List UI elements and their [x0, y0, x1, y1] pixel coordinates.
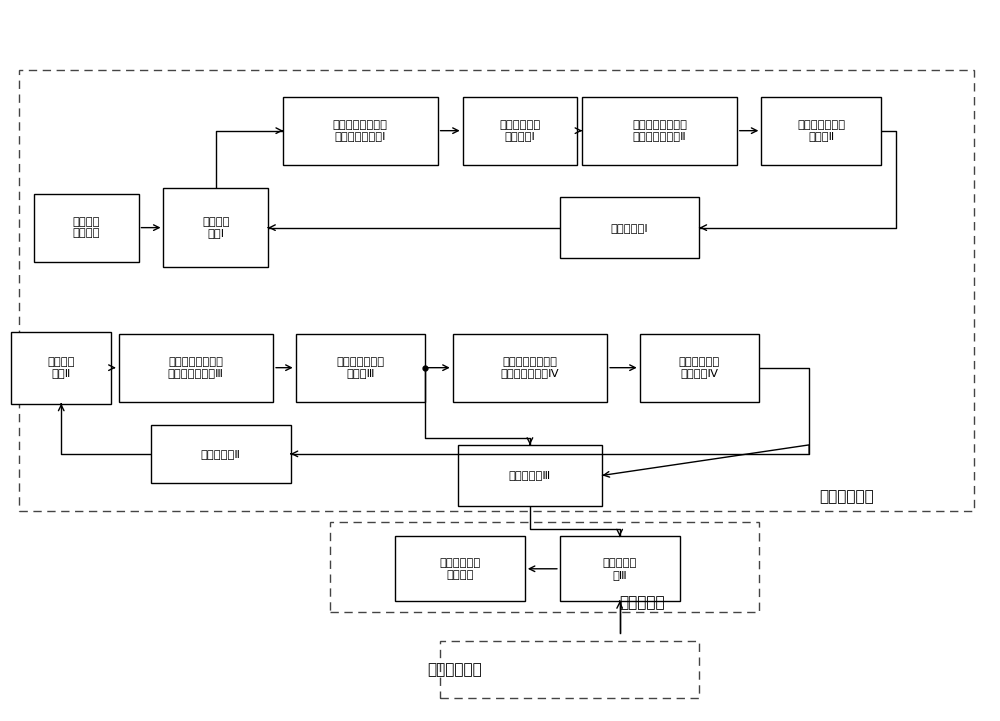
Bar — [283, 97, 438, 165]
Bar — [453, 334, 607, 402]
Bar — [151, 425, 291, 482]
Text: 外部谐波
激励信号: 外部谐波 激励信号 — [72, 217, 100, 239]
Bar — [395, 536, 525, 601]
Text: 电压求和电
路Ⅲ: 电压求和电 路Ⅲ — [602, 558, 637, 580]
Text: 分数阶比例积分等
效运算放大电路Ⅱ: 分数阶比例积分等 效运算放大电路Ⅱ — [632, 120, 687, 141]
Text: 同相比例运算
放大电路: 同相比例运算 放大电路 — [439, 558, 481, 580]
Bar — [463, 97, 577, 165]
Text: 耦合项电路: 耦合项电路 — [620, 595, 665, 610]
Bar — [560, 197, 699, 258]
Bar — [11, 332, 111, 404]
Text: 反相比例运算放
大电路Ⅱ: 反相比例运算放 大电路Ⅱ — [797, 120, 845, 141]
Bar — [582, 97, 737, 165]
Text: 电压求和
电路I: 电压求和 电路I — [202, 217, 230, 239]
Text: 驱动系统电路: 驱动系统电路 — [819, 490, 874, 505]
Bar — [330, 522, 759, 612]
Bar — [119, 334, 273, 402]
Text: 反相比例运算放
大电路Ⅲ: 反相比例运算放 大电路Ⅲ — [336, 357, 384, 379]
Bar — [560, 536, 680, 601]
Text: 乘法器部分Ⅲ: 乘法器部分Ⅲ — [509, 470, 551, 480]
Text: 电压求和
电路Ⅱ: 电压求和 电路Ⅱ — [47, 357, 75, 379]
Bar — [19, 70, 974, 511]
Bar — [761, 97, 881, 165]
Bar — [640, 334, 759, 402]
Bar — [163, 188, 268, 267]
Bar — [458, 445, 602, 506]
Text: 分数阶比例积分等
效运算放大电路Ⅲ: 分数阶比例积分等 效运算放大电路Ⅲ — [168, 357, 224, 379]
Bar — [34, 193, 139, 262]
Text: 反相比例运算
放大电路Ⅰ: 反相比例运算 放大电路Ⅰ — [499, 120, 541, 141]
Text: 分数阶比例积分等
效运算放大电路Ⅳ: 分数阶比例积分等 效运算放大电路Ⅳ — [501, 357, 559, 379]
Text: 响应系统电路: 响应系统电路 — [428, 662, 482, 677]
Text: 乘法器部分Ⅱ: 乘法器部分Ⅱ — [201, 449, 241, 459]
Text: 乘法器部分Ⅰ: 乘法器部分Ⅰ — [611, 223, 649, 233]
Bar — [296, 334, 425, 402]
Bar — [440, 640, 699, 698]
Text: 分数阶比例积分等
效运算放大电路Ⅰ: 分数阶比例积分等 效运算放大电路Ⅰ — [333, 120, 388, 141]
Text: 反相比例运算
放大电路Ⅳ: 反相比例运算 放大电路Ⅳ — [679, 357, 720, 379]
